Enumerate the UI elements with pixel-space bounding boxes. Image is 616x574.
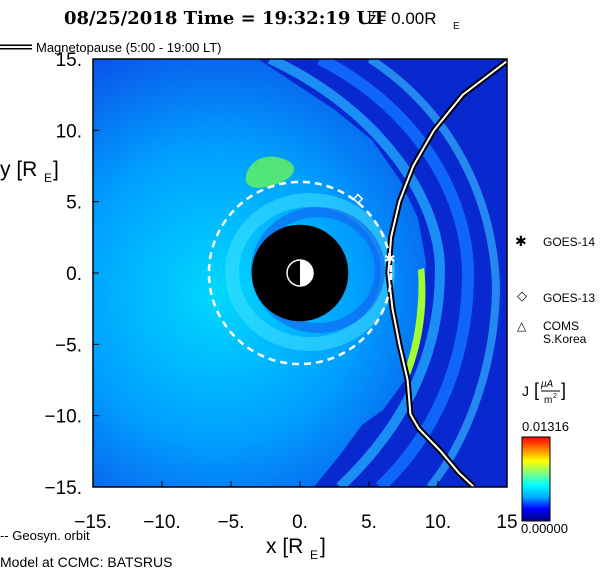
x-tick-label: 15 xyxy=(496,512,517,533)
coms-legend-symbol: △ xyxy=(517,319,527,333)
x-axis-ticks: −15. −10. −5. 0. 5. 10. 15 xyxy=(74,481,518,533)
satellite-legend: ✱ GOES-14 ◇ GOES-13 △ COMS S.Korea xyxy=(515,233,595,346)
x-tick-label: 10. xyxy=(425,512,451,533)
y-tick-label: −10. xyxy=(44,407,82,428)
colorbar-title: J xyxy=(522,383,529,399)
goes14-marker: ✱ xyxy=(384,251,396,267)
x-axis-label-close: ] xyxy=(320,535,326,558)
y-tick-label: −5. xyxy=(55,335,82,356)
colorbar-unit-den-sup: 2 xyxy=(553,393,557,400)
magnetopause-legend-label: Magnetopause (5:00 - 19:00 LT) xyxy=(36,40,222,55)
goes14-legend-label: GOES-14 xyxy=(543,235,595,249)
green-patch-north xyxy=(245,156,294,188)
y-tick-label: 5. xyxy=(66,193,82,214)
magnetopause-legend: Magnetopause (5:00 - 19:00 LT) xyxy=(0,40,222,55)
goes13-legend-symbol: ◇ xyxy=(517,288,527,303)
magnetopause-line xyxy=(385,59,507,487)
sheath-band-1 xyxy=(267,59,446,487)
y-axis-label-close: ] xyxy=(53,158,59,181)
coms-legend-label-1: COMS xyxy=(543,319,579,333)
colorbar-gradient xyxy=(521,436,551,522)
goes13-marker xyxy=(352,193,364,205)
colorbar-bracket-close: ] xyxy=(561,380,566,400)
goes14-legend-symbol: ✱ xyxy=(515,233,527,249)
title-z: z= 0.00R xyxy=(368,9,437,28)
satellite-markers: ✱ xyxy=(352,193,396,267)
earth-day-night-icon xyxy=(286,259,314,287)
earth-day-half xyxy=(300,260,313,286)
x-tick-label: −10. xyxy=(143,512,181,533)
y-tick-label: 15. xyxy=(56,50,82,71)
y-tick-label: 0. xyxy=(66,264,82,285)
title-z-sub: E xyxy=(453,21,460,32)
colorbar: J [ μA m 2 ] 0.01316 0.00000 xyxy=(521,379,569,536)
x-tick-label: 0. xyxy=(292,512,308,533)
y-tick-label: −15. xyxy=(44,478,82,499)
colorbar-min-label: 0.00000 xyxy=(521,521,568,536)
colorbar-bracket-open: [ xyxy=(534,380,539,400)
green-patch-dayside xyxy=(404,268,426,375)
y-axis-label: y [R xyxy=(0,158,37,181)
x-axis-label-sub: E xyxy=(310,548,318,562)
x-tick-label: −15. xyxy=(74,512,112,533)
colorbar-unit-den: m xyxy=(544,395,552,406)
colorbar-max-label: 0.01316 xyxy=(522,419,569,434)
sheath-band-3 xyxy=(367,59,501,487)
x-tick-label: −5. xyxy=(218,512,245,533)
x-axis-label: x [R xyxy=(266,535,303,558)
title-main: 08/25/2018 Time = 19:32:19 UT xyxy=(64,8,386,29)
geosync-orbit xyxy=(207,180,393,366)
geosync-legend: -- Geosyn. orbit xyxy=(0,528,90,543)
goes13-legend-label: GOES-13 xyxy=(543,291,595,305)
y-tick-label: 10. xyxy=(56,121,82,142)
magnetopause-inner xyxy=(387,59,507,487)
y-axis-label-sub: E xyxy=(44,171,52,185)
colorbar-unit-num: μA xyxy=(540,379,553,390)
model-label: Model at CCMC: BATSRUS xyxy=(0,554,172,570)
x-tick-label: 5. xyxy=(361,512,377,533)
y-axis-ticks: 15. 10. 5. 0. −5. −10. −15. xyxy=(44,50,99,499)
coms-legend-label-2: S.Korea xyxy=(543,332,587,346)
